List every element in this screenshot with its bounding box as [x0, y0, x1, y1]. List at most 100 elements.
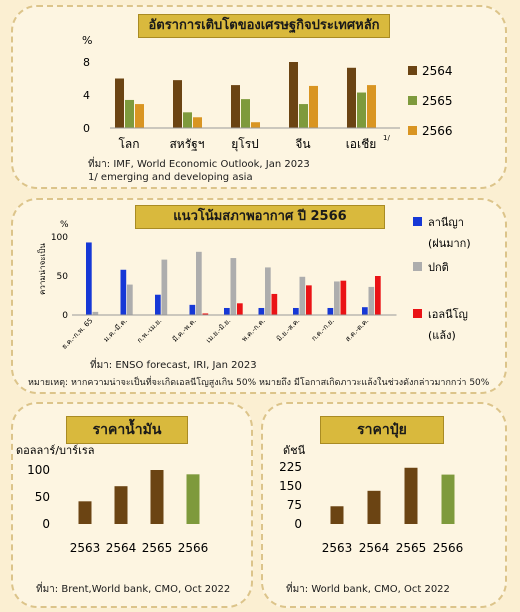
- bar-el-nino: [271, 293, 278, 315]
- y-tick-label: 50: [57, 272, 69, 282]
- bar-2564: [231, 85, 240, 128]
- legend-label: ลานีญา: [428, 216, 464, 229]
- y-axis-title: ความน่าจะเป็น: [37, 243, 47, 295]
- bar-el-nino: [237, 303, 243, 315]
- x-tick-label: 2566: [178, 541, 209, 555]
- x-tick-label: ม.ค.-มี.ค.: [102, 317, 129, 344]
- bar-2565: [183, 112, 192, 128]
- weather-probability-chart: % ความน่าจะเป็น 0 50 100 ธ.ค.-ก.พ. 65 ม.ค.-มี.…: [37, 216, 471, 351]
- x-tick-label: ยุโรป: [231, 137, 259, 152]
- x-tick-label: 2564: [359, 541, 390, 555]
- gdp-source: ที่มา: IMF, World Economic Outlook, Jan …: [88, 159, 310, 170]
- bar-la-nina: [293, 307, 299, 315]
- bar-2565: [241, 99, 250, 128]
- x-tick-label: มิ.ย.-ส.ค.: [275, 317, 301, 343]
- bar-2565: [125, 99, 134, 128]
- bar-2566: [193, 117, 202, 128]
- legend-label: 2566: [422, 124, 453, 138]
- x-tick-superscript: 1/: [383, 134, 390, 142]
- bar-normal: [230, 258, 237, 315]
- bar-2565: [299, 104, 308, 128]
- legend-label: 2565: [422, 94, 453, 108]
- oil-chart-title: ราคาน้ำมัน: [66, 416, 188, 444]
- gdp-footnote: 1/ emerging and developing asia: [88, 172, 253, 183]
- weather-remark: หมายเหตุ: หากความน่าจะเป็นที่จะเกิดเอลนี…: [28, 378, 490, 388]
- legend-swatch-2565: [408, 96, 417, 105]
- legend-label: (แล้ง): [428, 329, 456, 342]
- x-tick-label: ส.ค.-ต.ค.: [344, 317, 371, 344]
- legend-swatch-el-nino: [413, 309, 422, 318]
- oil-source: ที่มา: Brent,World bank, CMO, Oct 2022: [36, 584, 231, 595]
- gdp-chart-title: อัตราการเติบโตของเศรษฐกิจประเทศหลัก: [138, 14, 390, 38]
- bar-la-nina: [362, 307, 368, 315]
- x-tick-label: โลก: [118, 137, 139, 151]
- bar-2566: [135, 104, 144, 128]
- y-tick-label: 0: [62, 311, 68, 321]
- bar-normal: [196, 251, 202, 315]
- bar-la-nina: [327, 307, 334, 315]
- bar-2564: [114, 486, 128, 524]
- legend-swatch-2566: [408, 126, 417, 135]
- x-tick-label: จีน: [295, 137, 310, 151]
- bar-2563: [78, 501, 92, 524]
- bar-normal: [299, 276, 306, 315]
- weather-chart-title: แนวโน้มสภาพอากาศ ปี 2566: [135, 205, 385, 229]
- fertilizer-chart-title: ราคาปุ๋ย: [320, 416, 444, 444]
- y-tick-label: 100: [27, 463, 50, 477]
- y-tick-label: 100: [51, 233, 68, 243]
- legend-swatch-2564: [408, 66, 417, 75]
- bar-2566: [251, 122, 260, 128]
- bar-2566: [309, 85, 318, 128]
- y-tick-label: 75: [287, 498, 302, 512]
- legend-label: (ฝนมาก): [428, 237, 471, 250]
- legend-label: ปกติ: [428, 261, 449, 274]
- y-tick-label: 0: [83, 122, 90, 135]
- bar-2566: [367, 85, 376, 128]
- bar-normal: [161, 259, 168, 315]
- oil-price-chart: ดอลลาร์/บาร์เรล 0 50 100 2563 2564 2565 2566: [16, 444, 209, 555]
- y-tick-label: 50: [35, 490, 50, 504]
- y-axis-unit: %: [82, 34, 92, 47]
- bar-la-nina: [258, 307, 265, 315]
- bar-el-nino: [202, 313, 209, 315]
- bar-2566: [441, 474, 455, 524]
- y-axis-title: ดอลลาร์/บาร์เรล: [16, 444, 95, 457]
- x-tick-label: ธ.ค.-ก.พ. 65: [60, 317, 94, 351]
- bar-la-nina: [120, 269, 127, 315]
- fertilizer-price-chart: ดัชนี 0 75 150 225 2563 2564 2565 2566: [279, 444, 464, 555]
- x-tick-label: 2563: [322, 541, 353, 555]
- x-tick-label: 2566: [433, 541, 464, 555]
- x-tick-label: 2564: [106, 541, 137, 555]
- x-tick-label: เม.ย.-มิ.ย.: [205, 317, 233, 345]
- legend-swatch-normal: [413, 262, 422, 271]
- x-tick-label: 2565: [142, 541, 173, 555]
- y-tick-label: 0: [294, 517, 302, 531]
- bar-2565: [357, 92, 366, 128]
- bar-el-nino: [306, 285, 312, 315]
- bar-2564: [115, 78, 124, 128]
- x-tick-label: เอเชีย: [346, 137, 377, 151]
- bar-2564: [347, 67, 356, 128]
- x-tick-label: 2565: [396, 541, 427, 555]
- bar-la-nina: [224, 307, 230, 315]
- x-tick-label: พ.ค.-ก.ค.: [240, 317, 267, 344]
- bar-normal: [92, 311, 99, 315]
- legend-swatch-la-nina: [413, 217, 422, 226]
- bar-la-nina: [155, 294, 161, 315]
- y-tick-label: 4: [83, 89, 90, 102]
- bar-normal: [265, 267, 271, 315]
- bar-normal: [127, 284, 133, 315]
- y-tick-label: 150: [279, 479, 302, 493]
- bar-2564: [289, 62, 298, 128]
- bar-el-nino: [375, 276, 381, 315]
- bar-2564: [173, 80, 182, 128]
- legend-label: เอลนีโญ: [428, 307, 468, 321]
- bar-la-nina: [189, 304, 196, 315]
- gdp-growth-chart: % 0 4 8 โลก สหรัฐฯ ยุโรป จีน เอเชีย 1/2564 2565 256…: [82, 34, 453, 152]
- bar-el-nino: [340, 280, 347, 315]
- y-tick-label: 225: [279, 460, 302, 474]
- x-tick-label: ก.พ.-เม.ย.: [136, 317, 164, 345]
- y-axis-title: ดัชนี: [283, 444, 306, 457]
- x-tick-label: สหรัฐฯ: [169, 137, 204, 151]
- y-tick-label: 8: [83, 56, 90, 69]
